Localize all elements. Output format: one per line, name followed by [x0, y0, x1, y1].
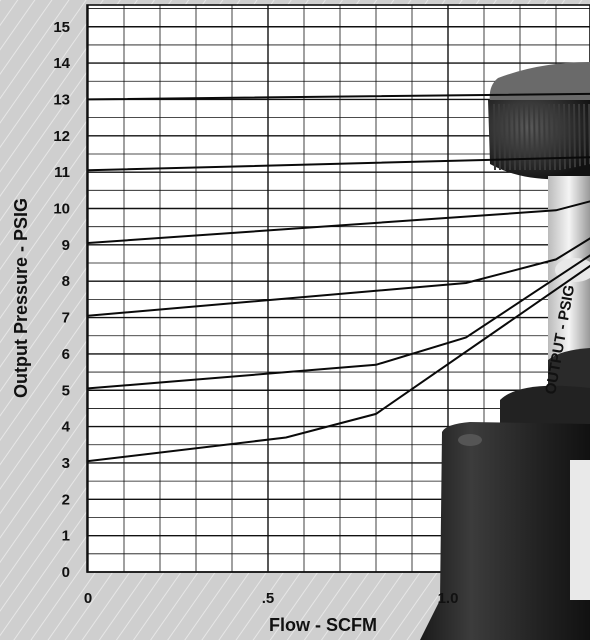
- series-line-4: [87, 237, 590, 317]
- y-tick-label: 12: [53, 128, 70, 145]
- knob-ridge: [518, 103, 521, 171]
- knob-ridge: [548, 103, 551, 171]
- series-line-5: [87, 254, 590, 390]
- knob-ridge: [553, 103, 556, 171]
- plot-border: [86, 4, 590, 573]
- y-axis-title: Output Pressure - PSIG: [11, 198, 31, 398]
- y-tick-label: 15: [53, 19, 70, 36]
- series-line-2: [87, 156, 590, 172]
- knob-ridge: [578, 103, 581, 167]
- body: [420, 422, 590, 640]
- x-tick-labels: 0.51.01.52: [84, 590, 459, 607]
- y-tick-label: 8: [62, 273, 70, 290]
- y-tick-label: 7: [62, 310, 70, 327]
- knob-ridge: [583, 103, 586, 166]
- y-tick-label: 14: [53, 55, 70, 72]
- y-tick-label: 0: [62, 564, 70, 581]
- knob-top: [489, 62, 590, 102]
- y-tick-label: 9: [62, 237, 70, 254]
- x-tick-label: 0: [84, 590, 92, 607]
- y-tick-label: 13: [53, 91, 70, 108]
- knob-ridge: [533, 103, 536, 171]
- y-tick-label: 11: [54, 164, 70, 181]
- y-tick-label: 5: [62, 382, 70, 399]
- series-line-3: [87, 200, 590, 244]
- y-tick-label: 3: [62, 455, 70, 472]
- knob-ridge: [528, 103, 531, 171]
- y-tick-label: 10: [53, 201, 70, 218]
- y-tick-label: 4: [62, 419, 71, 436]
- series-line-1: [87, 92, 590, 101]
- knob-ridge: [523, 103, 526, 171]
- x-tick-label: .5: [262, 590, 275, 607]
- x-axis-title: Flow - SCFM: [269, 615, 377, 635]
- y-tick-label: 6: [62, 346, 70, 363]
- y-tick-label: 1: [62, 528, 70, 545]
- knob-ridge: [538, 103, 541, 171]
- x-tick-label: 1.0: [438, 590, 459, 607]
- series-group: [87, 92, 590, 463]
- knob-ridge: [563, 103, 566, 170]
- knob-ridge: [558, 103, 561, 171]
- y-tick-label: 2: [62, 491, 70, 508]
- knob-ridge: [543, 103, 546, 171]
- series-line-6: [87, 264, 590, 463]
